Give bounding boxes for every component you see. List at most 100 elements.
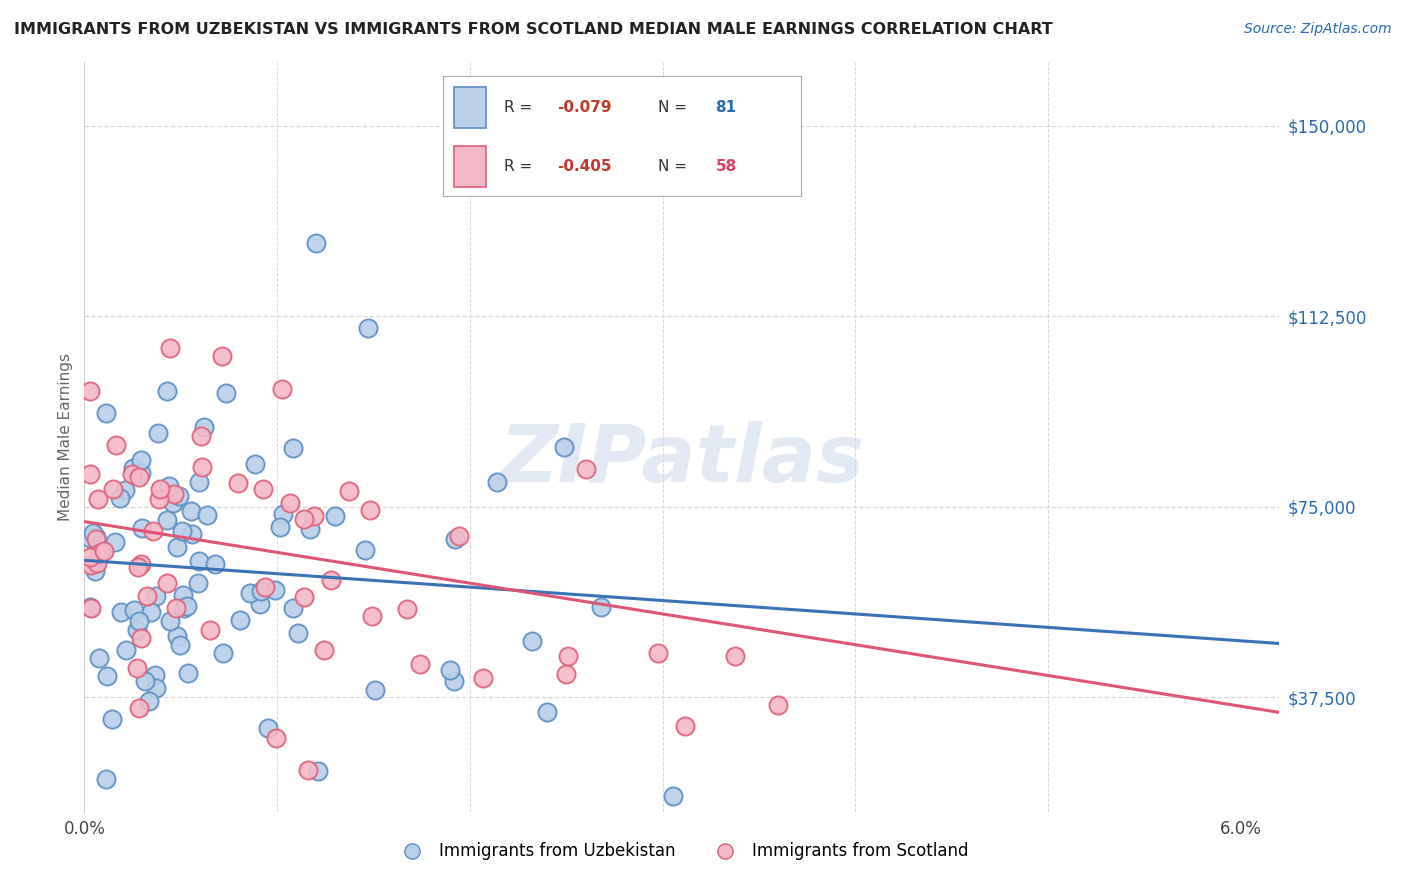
Point	[176, 599, 198, 613]
Point	[89, 546, 111, 560]
Point	[114, 642, 136, 657]
Point	[264, 731, 287, 745]
Text: 58: 58	[716, 159, 737, 174]
Point	[82, 526, 104, 541]
Point	[142, 524, 165, 538]
Point	[536, 705, 558, 719]
Point	[84, 531, 107, 545]
Point	[93, 544, 115, 558]
Point	[520, 633, 543, 648]
Point	[163, 487, 186, 501]
Point	[166, 629, 188, 643]
Point	[148, 491, 170, 506]
Point	[444, 532, 467, 546]
Point	[180, 503, 202, 517]
Point	[321, 573, 343, 587]
Y-axis label: Median Male Earnings: Median Male Earnings	[58, 353, 73, 521]
Point	[187, 553, 209, 567]
Point	[159, 341, 181, 355]
Text: N =: N =	[658, 100, 688, 115]
Point	[165, 600, 187, 615]
Point	[337, 483, 360, 498]
Text: R =: R =	[503, 100, 531, 115]
Point	[105, 438, 128, 452]
Point	[156, 384, 179, 398]
Point	[127, 560, 149, 574]
Point	[128, 614, 150, 628]
Point	[307, 764, 329, 778]
Point	[357, 321, 380, 335]
Point	[408, 657, 430, 671]
Point	[553, 440, 575, 454]
Point	[149, 483, 172, 497]
Text: -0.405: -0.405	[558, 159, 612, 174]
Point	[141, 605, 163, 619]
Point	[302, 508, 325, 523]
Point	[287, 626, 309, 640]
Point	[264, 582, 287, 597]
Point	[79, 549, 101, 564]
Point	[172, 588, 194, 602]
Point	[170, 524, 193, 538]
Point	[108, 491, 131, 506]
Point	[314, 643, 336, 657]
Point	[591, 599, 613, 614]
Point	[79, 384, 101, 398]
Point	[156, 576, 179, 591]
Text: ZIPatlas: ZIPatlas	[499, 420, 865, 499]
Point	[364, 683, 387, 698]
Point	[187, 575, 209, 590]
Point	[83, 564, 105, 578]
Point	[129, 452, 152, 467]
Point	[169, 638, 191, 652]
Point	[125, 623, 148, 637]
FancyBboxPatch shape	[454, 145, 486, 186]
Point	[215, 386, 238, 401]
Point	[148, 426, 170, 441]
Point	[292, 590, 315, 604]
Point	[87, 491, 110, 506]
Point	[211, 646, 233, 660]
Point	[101, 482, 124, 496]
Point	[662, 789, 685, 804]
Point	[278, 496, 301, 510]
Point	[292, 512, 315, 526]
Point	[557, 649, 579, 664]
Point	[396, 602, 419, 616]
Point	[439, 663, 461, 677]
Point	[724, 649, 747, 664]
Point	[647, 646, 669, 660]
FancyBboxPatch shape	[454, 87, 486, 128]
Point	[121, 467, 143, 481]
Point	[128, 470, 150, 484]
Point	[128, 701, 150, 715]
Legend: Immigrants from Uzbekistan, Immigrants from Scotland: Immigrants from Uzbekistan, Immigrants f…	[388, 836, 976, 867]
Point	[138, 694, 160, 708]
Point	[195, 508, 218, 523]
Point	[145, 681, 167, 696]
Point	[555, 667, 578, 681]
Point	[134, 674, 156, 689]
Point	[143, 667, 166, 681]
Point	[271, 507, 294, 521]
Text: 81: 81	[716, 100, 737, 115]
Point	[486, 475, 509, 489]
Point	[297, 763, 319, 777]
Point	[173, 600, 195, 615]
Point	[167, 489, 190, 503]
Point	[305, 235, 328, 250]
Point	[110, 605, 132, 619]
Point	[200, 624, 222, 638]
Point	[269, 520, 291, 534]
Point	[155, 513, 177, 527]
Point	[252, 482, 274, 496]
Point	[159, 614, 181, 628]
Point	[249, 597, 271, 611]
Point	[135, 590, 157, 604]
Point	[79, 558, 101, 572]
Point	[190, 429, 212, 443]
Point	[766, 698, 789, 712]
Point	[281, 441, 304, 455]
Point	[180, 526, 202, 541]
Point	[325, 509, 347, 524]
